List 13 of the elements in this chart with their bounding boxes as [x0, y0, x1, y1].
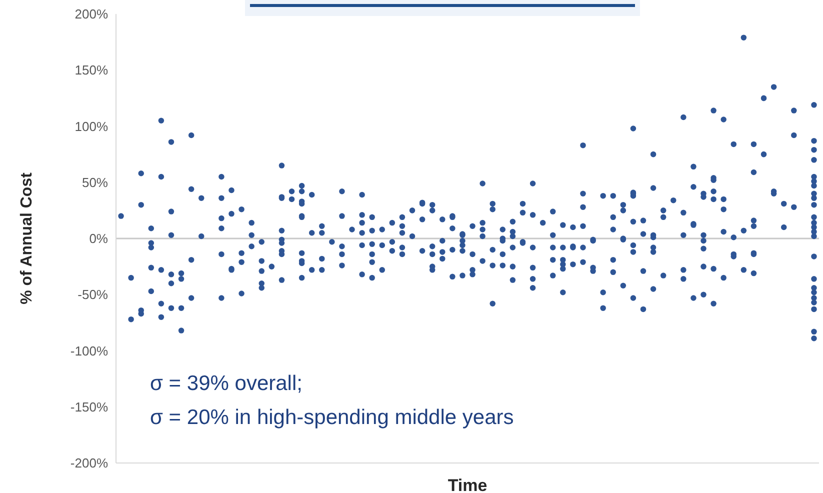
y-tick-label: -200%	[70, 456, 108, 471]
y-tick-label: 100%	[74, 118, 108, 134]
y-tick-label: -100%	[70, 343, 108, 358]
annotation: σ = 20% in high-spending middle years	[150, 406, 514, 430]
y-tick-label: 0%	[89, 231, 108, 246]
x-axis-title: Time	[448, 476, 488, 493]
y-tick-label: 200%	[74, 6, 108, 22]
y-axis-title: % of Annual Cost	[18, 172, 36, 304]
y-tick-label: -50%	[78, 287, 108, 302]
annotation: σ = 39% overall;	[150, 372, 302, 396]
y-tick-label: 50%	[82, 174, 108, 190]
y-tick-label: -150%	[70, 399, 108, 414]
y-tick-label: 150%	[74, 62, 108, 78]
